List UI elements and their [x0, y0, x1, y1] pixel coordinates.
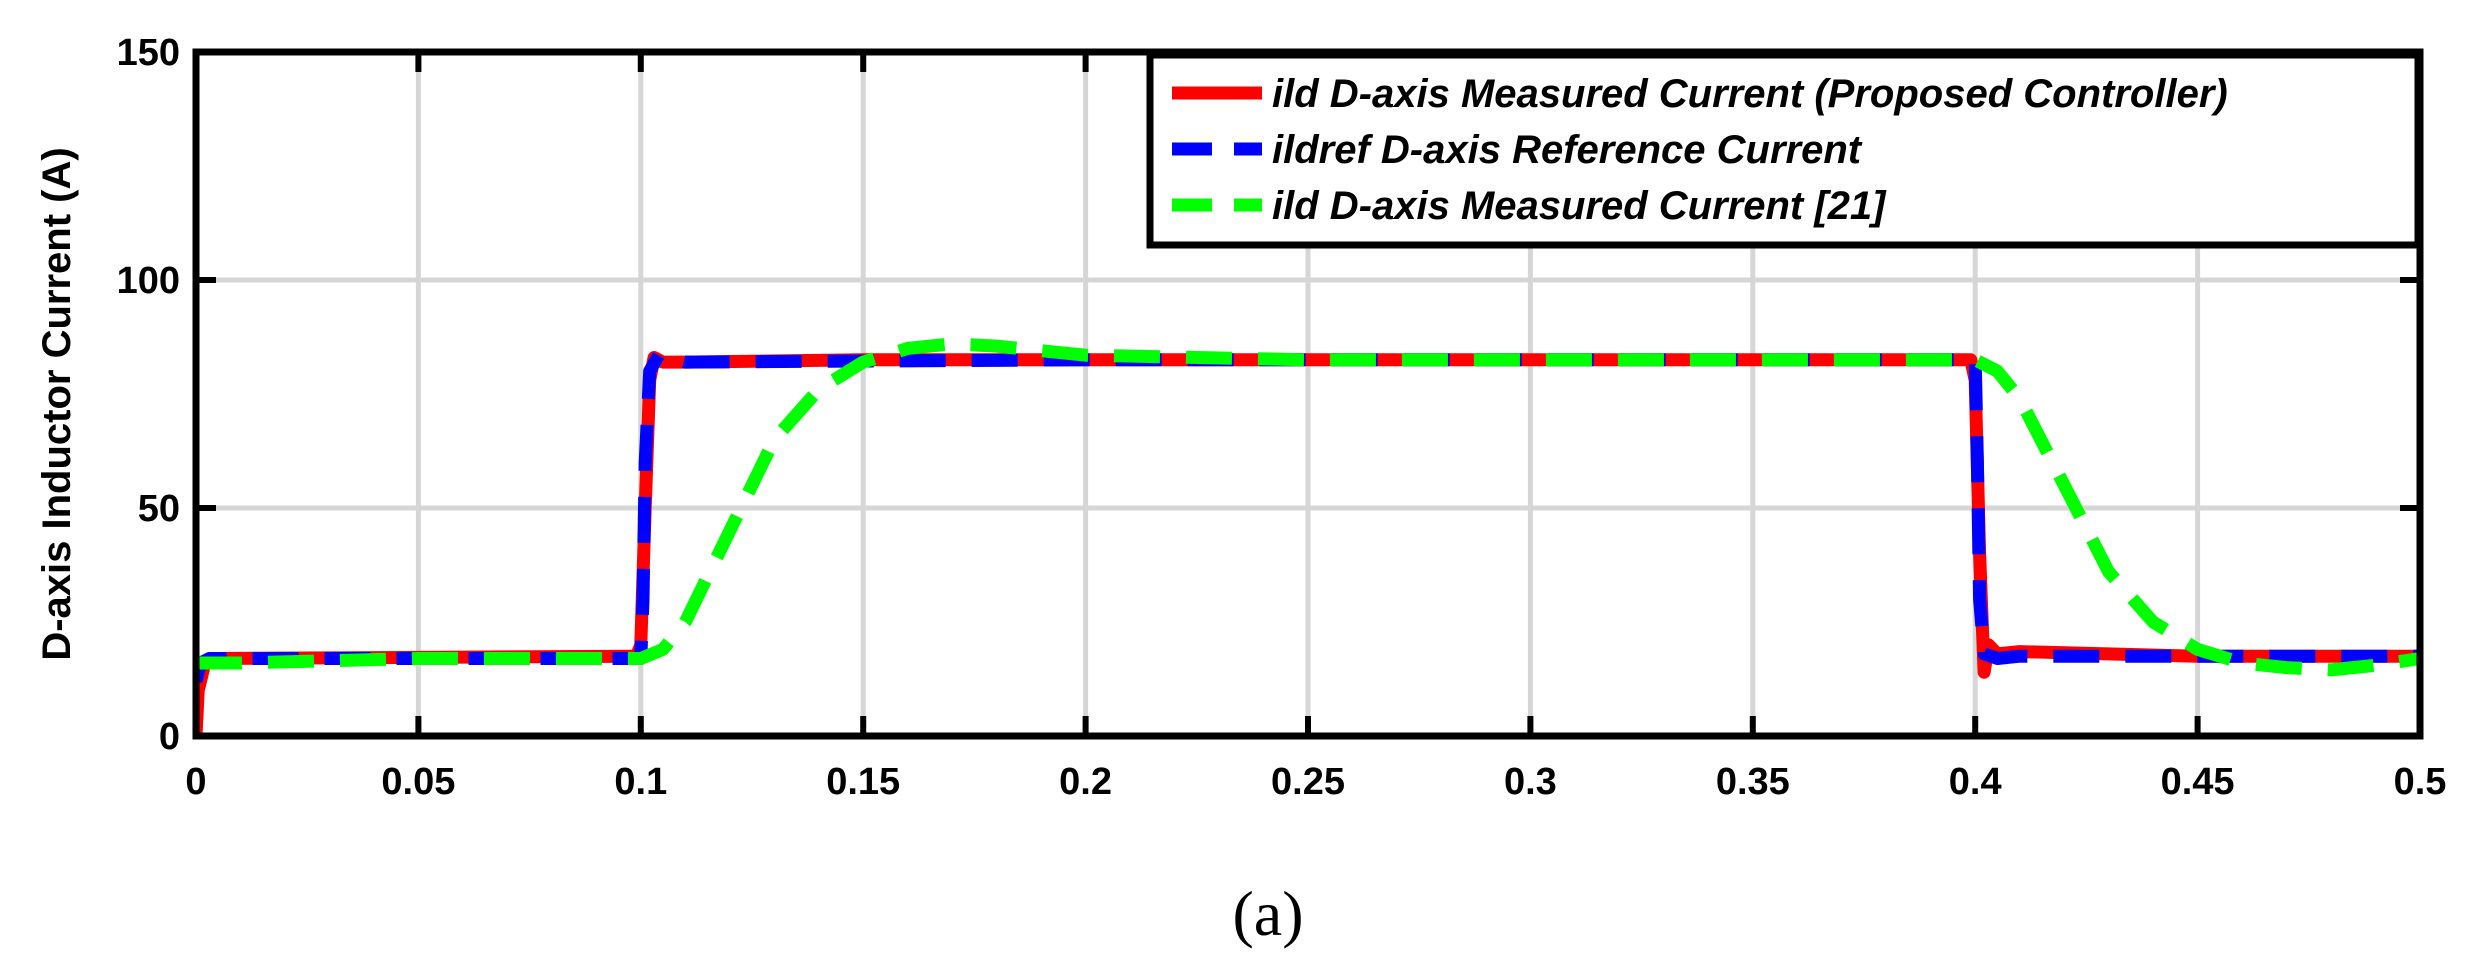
x-tick-label: 0.2: [1059, 761, 1112, 803]
y-axis-title: D-axis Inductor Current (A): [35, 147, 79, 660]
x-tick-label: 0.35: [1716, 761, 1790, 803]
x-tick-label: 0: [185, 761, 206, 803]
y-tick-label: 150: [117, 32, 180, 74]
figure-caption: (a): [1232, 878, 1303, 949]
x-tick-label: 0.3: [1504, 761, 1557, 803]
x-tick-label: 0.05: [381, 761, 455, 803]
series-layer: [196, 337, 2420, 736]
x-tick-label: 0.5: [2394, 761, 2447, 803]
legend-box: [1146, 51, 2422, 249]
tick-labels: 0 0.05 0.1 0.15 0.2 0.25 0.3 0.35 0.4 0.45 0.5 0 50 1…: [117, 32, 2447, 803]
legend: ild D-axis Measured Current (Proposed Co…: [1146, 51, 2422, 249]
x-tick-label: 0.4: [1949, 761, 2002, 803]
legend-label-1: ild D-axis Measured Current (Proposed Co…: [1272, 72, 2228, 116]
x-tick-label: 0.45: [2161, 761, 2235, 803]
y-tick-label: 50: [138, 488, 180, 530]
y-tick-label: 100: [117, 260, 180, 302]
legend-label-3: ild D-axis Measured Current [21]: [1272, 184, 1887, 228]
y-tick-label: 0: [159, 716, 180, 758]
x-tick-label: 0.15: [826, 761, 900, 803]
x-tick-label: 0.25: [1271, 761, 1345, 803]
legend-label-2: ildref D-axis Reference Current: [1272, 128, 1863, 172]
series-line-3: [196, 337, 2420, 677]
x-tick-label: 0.1: [614, 761, 667, 803]
series-line-2: [196, 348, 2420, 683]
